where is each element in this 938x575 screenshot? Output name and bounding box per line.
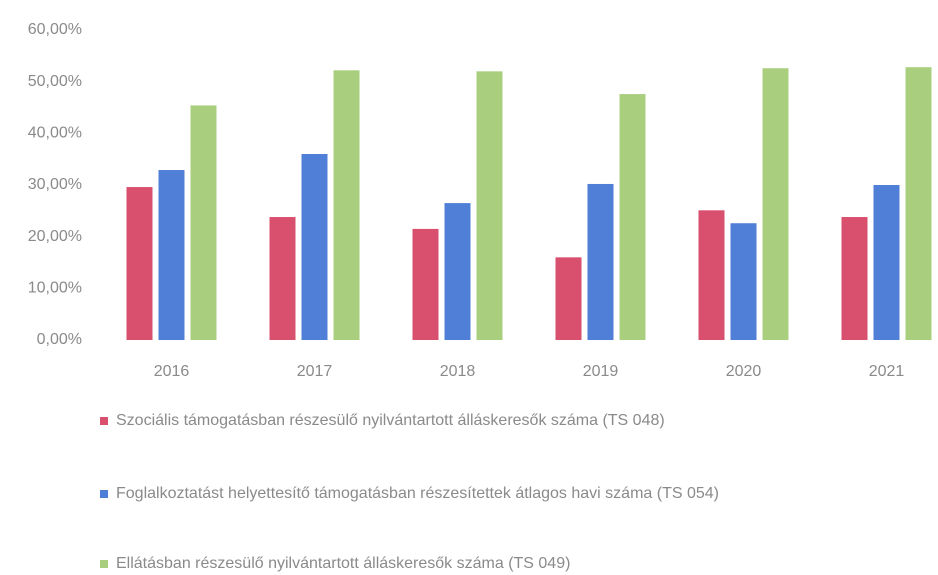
x-tick-label: 2020 bbox=[726, 363, 762, 380]
y-tick-label: 30,00% bbox=[28, 176, 82, 193]
bar bbox=[698, 210, 725, 340]
legend-label: Ellátásban részesülő nyilvántartott állá… bbox=[116, 555, 571, 572]
bar bbox=[587, 183, 614, 340]
x-tick-label: 2021 bbox=[869, 363, 905, 380]
legend-label: Foglalkoztatást helyettesítő támogatásba… bbox=[116, 485, 719, 502]
bar bbox=[126, 187, 153, 340]
legend-swatch bbox=[100, 417, 108, 425]
bar bbox=[269, 217, 296, 340]
legend-label: Szociális támogatásban részesülő nyilván… bbox=[116, 412, 665, 429]
y-tick-label: 10,00% bbox=[28, 280, 82, 297]
bar bbox=[555, 257, 582, 340]
bar bbox=[158, 170, 185, 340]
legend-entry: Ellátásban részesülő nyilvántartott állá… bbox=[100, 553, 936, 575]
bar bbox=[619, 94, 646, 340]
y-tick-label: 20,00% bbox=[28, 228, 82, 245]
bar bbox=[412, 228, 439, 340]
y-tick-label: 60,00% bbox=[28, 21, 82, 38]
x-tick-label: 2018 bbox=[440, 363, 476, 380]
bar bbox=[301, 154, 328, 340]
y-tick-label: 0,00% bbox=[37, 331, 82, 348]
bar bbox=[444, 203, 471, 340]
bar bbox=[873, 185, 900, 340]
x-tick-label: 2017 bbox=[297, 363, 333, 380]
chart: 0,00% 10,00% 20,00% 30,00% 40,00% 50,00% 60,00… bbox=[28, 21, 932, 380]
x-tick-label: 2019 bbox=[583, 363, 619, 380]
y-tick-label: 50,00% bbox=[28, 73, 82, 90]
bar bbox=[476, 71, 503, 340]
bar bbox=[841, 217, 868, 340]
y-tick-label: 40,00% bbox=[28, 125, 82, 142]
legend-entry: Szociális támogatásban részesülő nyilván… bbox=[100, 410, 756, 432]
bar bbox=[762, 68, 789, 340]
bar bbox=[190, 105, 217, 340]
legend-swatch bbox=[100, 490, 108, 498]
legend-swatch bbox=[100, 560, 108, 568]
legend-entry: Foglalkoztatást helyettesítő támogatásba… bbox=[100, 483, 936, 505]
x-tick-label: 2016 bbox=[154, 363, 190, 380]
bar bbox=[905, 67, 932, 340]
bar bbox=[333, 70, 360, 341]
bar bbox=[730, 223, 757, 340]
